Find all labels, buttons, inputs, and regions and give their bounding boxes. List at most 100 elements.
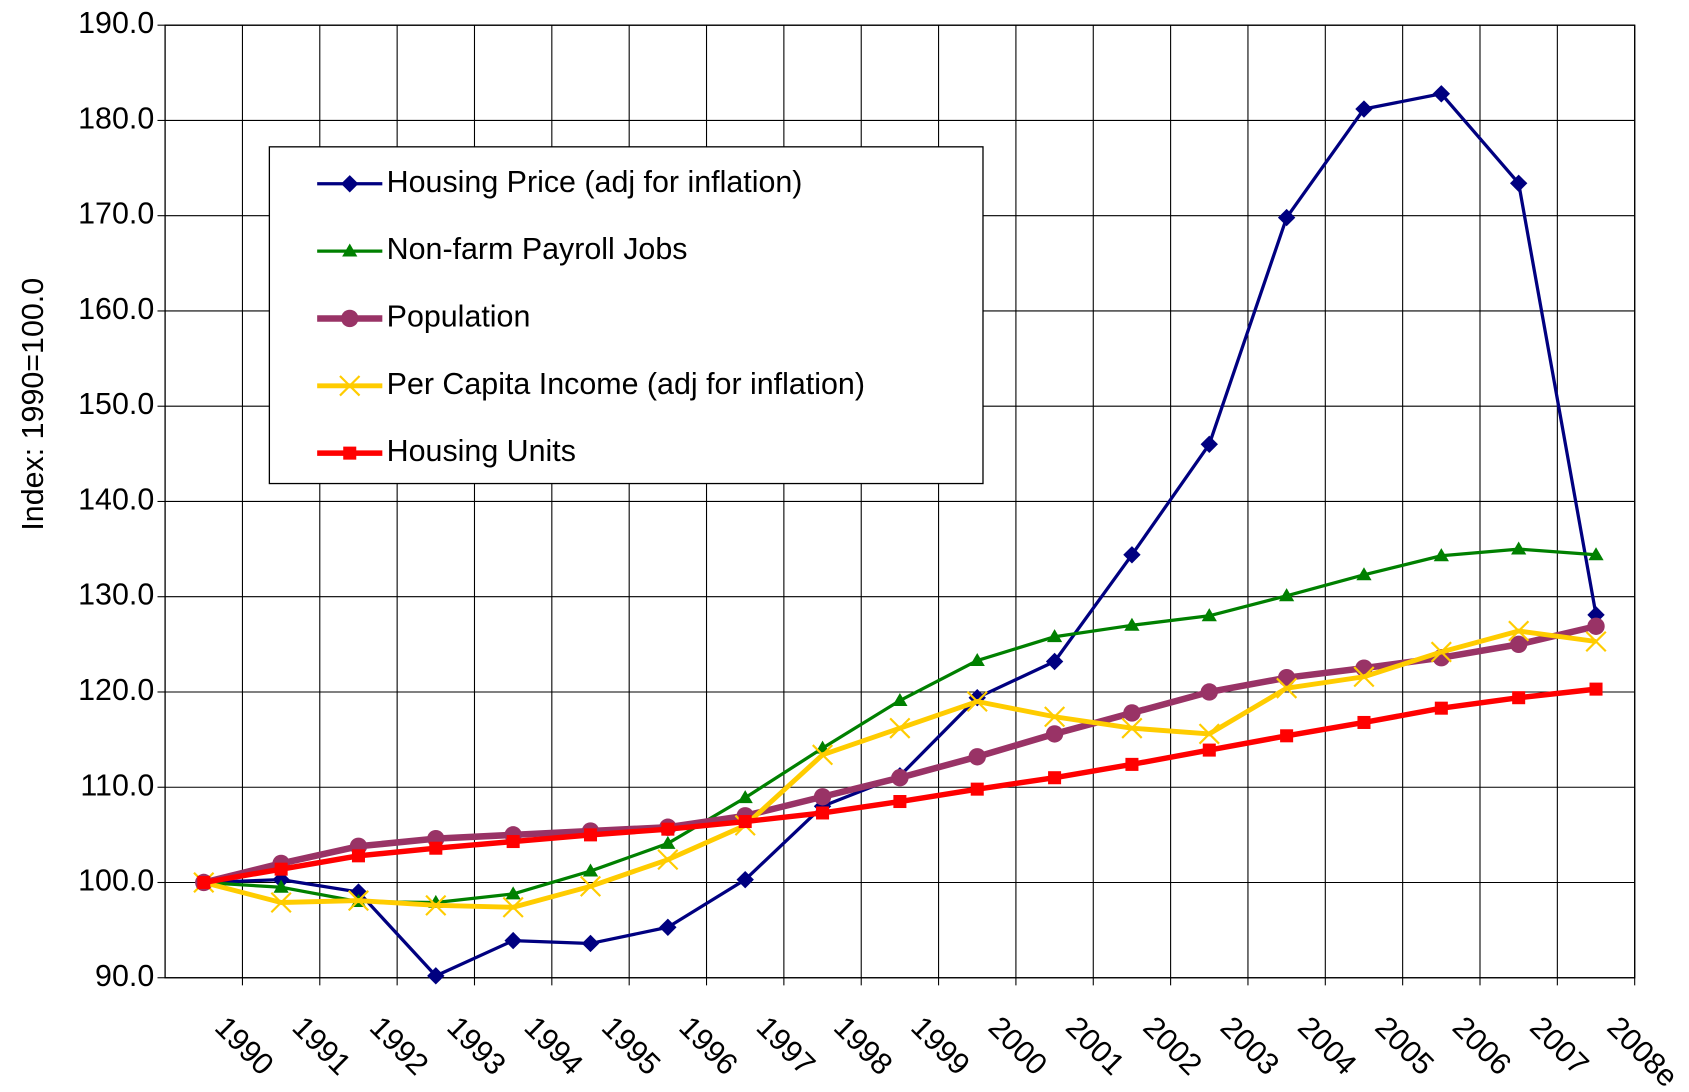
x-tick-label: 1990 [208,1010,280,1082]
data-point [891,769,909,787]
x-tick-label: 1996 [672,1010,744,1082]
legend-label: Housing Units [387,434,576,468]
x-tick-label: 2003 [1214,1010,1286,1082]
x-tick-label: 2002 [1137,1010,1209,1082]
data-point [506,835,520,849]
x-tick-label: 1997 [750,1010,822,1082]
data-point [1045,725,1064,743]
y-tick-label: 120.0 [78,673,154,707]
x-tick-label: 2007 [1523,1010,1595,1082]
y-tick-label: 180.0 [78,101,154,135]
data-point [1202,743,1216,757]
data-point [1588,547,1604,561]
x-tick-label: 1993 [440,1010,512,1082]
data-point [893,795,907,809]
data-point [425,894,447,916]
series [197,682,1603,890]
data-point [1433,548,1449,562]
data-point [1353,666,1375,688]
data-point [1048,771,1062,785]
data-point [1200,683,1218,701]
series-line [202,623,1597,886]
data-point [582,863,599,877]
data-point [581,934,600,953]
y-tick-label: 140.0 [78,482,154,516]
legend-marker [341,175,359,193]
data-point [1276,677,1298,699]
legend: Housing Price (adj for inflation) Non-far… [268,146,984,485]
legend-marker [343,446,357,460]
x-tick-label: 2001 [1059,1010,1131,1082]
y-tick-label: 190.0 [78,6,154,40]
data-point [505,886,521,900]
data-point [1508,620,1530,642]
data-point [889,717,911,739]
data-point [1198,723,1220,745]
y-axis-title: Index: 1990=100.0 [16,278,50,531]
data-point [892,692,908,706]
data-point [1430,641,1452,663]
data-point [816,806,830,820]
plot-frame [164,24,1636,979]
data-point [1045,652,1064,671]
x-tick-label: 1998 [827,1010,899,1082]
legend-label: Non-farm Payroll Jobs [387,232,688,266]
data-point [504,931,522,950]
legend-label: Population [387,299,531,333]
data-point [273,879,289,893]
x-tick-label: 1999 [904,1010,976,1082]
data-point [1200,435,1218,454]
legend-marker [341,309,359,328]
data-point [1124,617,1140,631]
data-point [1044,706,1066,728]
data-point [1587,617,1605,635]
data-point [1355,100,1373,118]
legend-label: Per Capita Income (adj for inflation) [387,367,865,401]
data-point [1589,682,1603,696]
data-point [1277,208,1296,227]
data-point [1585,630,1607,653]
data-point [966,690,988,713]
data-point [1123,704,1141,722]
legend-marker [342,243,358,257]
legend-marker [339,375,361,397]
data-point [1046,629,1063,643]
data-point [579,875,602,897]
data-point [738,815,752,829]
x-tick-label: 2004 [1291,1010,1363,1082]
data-point [1509,635,1528,654]
data-point [347,890,370,912]
data-point [1434,701,1448,715]
data-point [1121,717,1143,739]
data-point [968,748,986,766]
data-point [969,652,985,666]
data-point [583,828,598,842]
x-tick-label: 1995 [595,1010,667,1082]
data-point [970,782,984,796]
data-point [1509,174,1528,192]
x-tick-label: 1992 [363,1010,435,1082]
data-point [270,891,292,914]
data-point [812,744,834,766]
data-point [351,849,365,863]
x-tick-label: 2008e [1601,1010,1685,1092]
data-point [1201,608,1217,622]
y-tick-label: 110.0 [80,768,154,802]
data-point [429,841,443,855]
x-tick-label: 1991 [286,1010,358,1082]
data-point [502,896,524,918]
data-point [1356,567,1372,581]
data-point [659,918,677,936]
data-point [1280,729,1294,743]
y-tick-label: 130.0 [78,578,154,612]
data-point [661,822,675,836]
legend-label: Housing Price (adj for inflation) [387,165,803,199]
x-tick-label: 2006 [1446,1010,1518,1082]
x-tick-label: 2000 [982,1010,1054,1082]
data-point [1357,715,1371,729]
data-point [657,849,679,871]
y-tick-label: 150.0 [78,387,154,421]
data-point [1512,691,1526,705]
x-tick-label: 1994 [518,1010,590,1082]
